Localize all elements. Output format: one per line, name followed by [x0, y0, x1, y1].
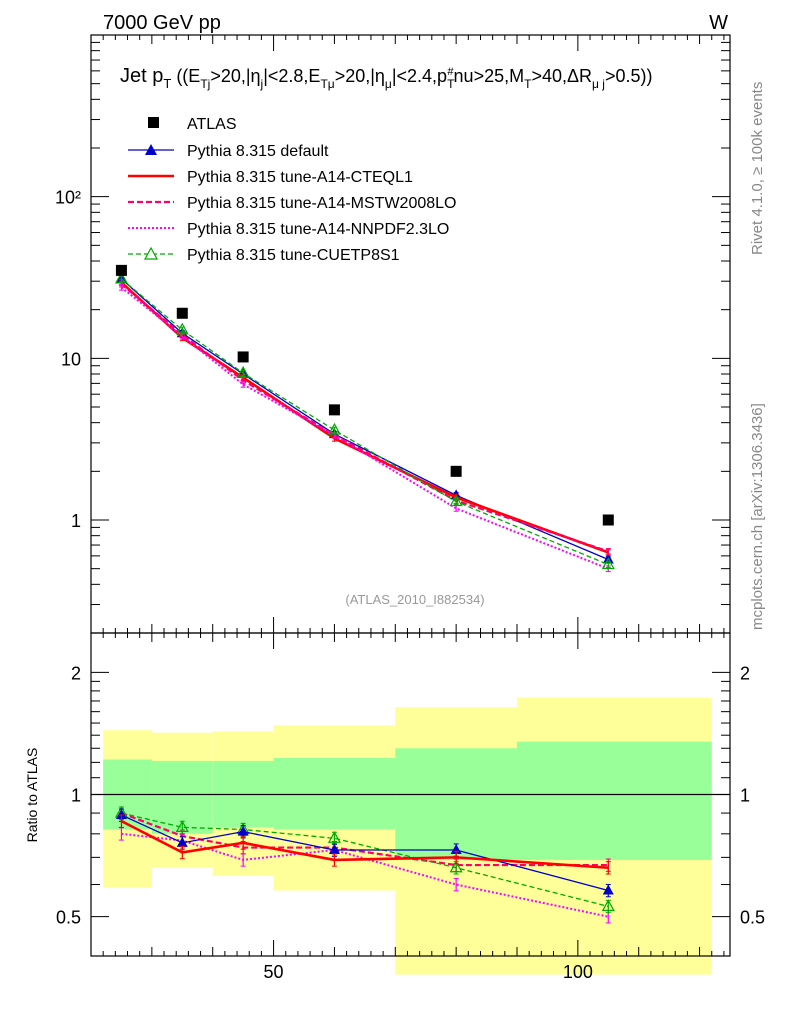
title-sub-2: j: [260, 77, 264, 91]
ratio-band-inner: [273, 758, 396, 830]
main-line-mstw: [120, 283, 609, 553]
ratio-uncertainty-bands: [91, 697, 730, 975]
process-label: W: [709, 12, 728, 34]
title-sub-3: Tμ: [320, 77, 334, 91]
ratio-axis-ticks: 50 100 0.5 0.5 1 1 2 2: [56, 633, 765, 982]
ratio-line-default: [121, 814, 609, 892]
ratio-y-tick-label-right: 1: [740, 786, 750, 806]
main-title: Jet pT ((ETj>20,|ηj|<2.8,ETμ>20,|ημ|<2.4…: [120, 65, 652, 91]
main-point-atlas: [115, 264, 127, 276]
ratio-line-nnpdf: [121, 832, 609, 918]
ratio-x-tick-label: 100: [563, 962, 593, 982]
title-open: ((E: [171, 66, 200, 86]
ratio-point-default: [115, 809, 127, 820]
source-label: mcplots.cern.ch [arXiv:1306.3436]: [749, 403, 766, 630]
ratio-line-cteql1: [120, 819, 609, 870]
legend-label-nnpdf: Pythia 8.315 tune-A14-NNPDF2.3LO: [187, 221, 449, 238]
title-text-6: >40,ΔR: [531, 66, 592, 86]
ratio-point-default: [237, 825, 249, 836]
main-line-cuetp8s1: [121, 278, 609, 566]
title-sub-6: T: [524, 77, 532, 91]
title-sub-7: μ j: [592, 77, 605, 91]
ratio-plot-marks: [114, 805, 615, 924]
main-point-cuetp8s1: [236, 365, 250, 378]
legend: ATLAS Pythia 8.315 default Pythia 8.315 …: [128, 116, 456, 264]
main-point-cuetp8s1: [114, 271, 128, 284]
main-point-cuetp8s1: [449, 494, 463, 507]
ratio-ylabel: Ratio to ATLAS: [24, 748, 40, 843]
main-point-atlas: [328, 404, 340, 416]
legend-label-atlas: ATLAS: [187, 116, 237, 133]
title-text-7: >0.5)): [605, 66, 653, 86]
ratio-y-tick-label-left: 1: [71, 786, 81, 806]
main-point-cuetp8s1: [601, 557, 615, 570]
main-point-cuetp8s1: [327, 422, 341, 435]
title-lead: Jet p: [120, 65, 163, 87]
ratio-point-cuetp8s1: [175, 820, 189, 832]
title-text-2: |<2.8,E: [263, 66, 320, 86]
title-text-1: >20,|η: [210, 66, 260, 86]
legend-label-mstw: Pythia 8.315 tune-A14-MSTW2008LO: [187, 195, 456, 212]
main-line-cteql1: [120, 281, 609, 554]
main-watermark: (ATLAS_2010_I882534): [345, 592, 484, 607]
ratio-point-cuetp8s1: [449, 860, 463, 873]
main-point-atlas: [176, 307, 188, 319]
legend-label-cteql1: Pythia 8.315 tune-A14-CTEQL1: [187, 169, 413, 186]
title-lead-sub: T: [163, 76, 171, 91]
title-sub-5: T: [447, 77, 455, 91]
legend-marker-default: [145, 144, 157, 155]
main-plot-marks: [114, 264, 615, 573]
ratio-y-tick-label-left: 2: [71, 663, 81, 683]
ratio-point-default: [176, 836, 188, 847]
ratio-y-tick-label-left: 0.5: [56, 908, 81, 928]
main-point-atlas: [602, 514, 614, 526]
energy-label: 7000 GeV pp: [103, 12, 221, 34]
main-y-tick-label: 1: [71, 511, 81, 531]
ratio-point-default: [602, 884, 614, 895]
title-sub-1: Tj: [200, 77, 210, 91]
main-point-atlas: [237, 351, 249, 363]
main-line-nnpdf: [120, 286, 609, 570]
ratio-point-cuetp8s1: [601, 899, 615, 911]
legend-marker-atlas: [148, 117, 159, 128]
ratio-line-cuetp8s1: [121, 812, 609, 908]
legend-marker-cuetp8s1: [143, 246, 159, 260]
main-y-tick-label: 10: [61, 349, 81, 369]
legend-label-default: Pythia 8.315 default: [187, 143, 329, 160]
ratio-y-tick-label-right: 0.5: [740, 908, 765, 928]
ratio-point-default: [450, 843, 462, 854]
ratio-point-cuetp8s1: [327, 831, 341, 843]
legend-label-cuetp8s1: Pythia 8.315 tune-CUETP8S1: [187, 247, 400, 264]
title-sub-4: μ: [385, 77, 392, 91]
main-y-tick-label: 10²: [55, 188, 81, 208]
ratio-x-tick-label: 50: [264, 962, 284, 982]
title-text-5: nu>25,M: [454, 66, 525, 86]
rivet-label: Rivet 4.1.0, ≥ 100k events: [749, 82, 766, 255]
title-sup-5: #: [447, 66, 454, 78]
main-axis-ticks: 1 10 10²: [55, 35, 730, 634]
ratio-y-tick-label-right: 2: [740, 663, 750, 683]
main-line-default: [120, 278, 609, 561]
ratio-line-mstw: [121, 812, 609, 867]
ratio-point-default: [328, 843, 340, 854]
main-point-atlas: [450, 465, 462, 477]
ratio-plot: 50 100 0.5 0.5 1 1 2 2 Ratio to ATLAS: [24, 632, 765, 982]
title-text-3: >20,|η: [335, 66, 385, 86]
title-text-4: |<2.4,p: [392, 66, 447, 86]
ratio-band-inner: [395, 748, 517, 860]
ratio-frame: [90, 632, 731, 957]
main-point-cuetp8s1: [175, 322, 189, 335]
ratio-band-inner: [517, 741, 712, 860]
